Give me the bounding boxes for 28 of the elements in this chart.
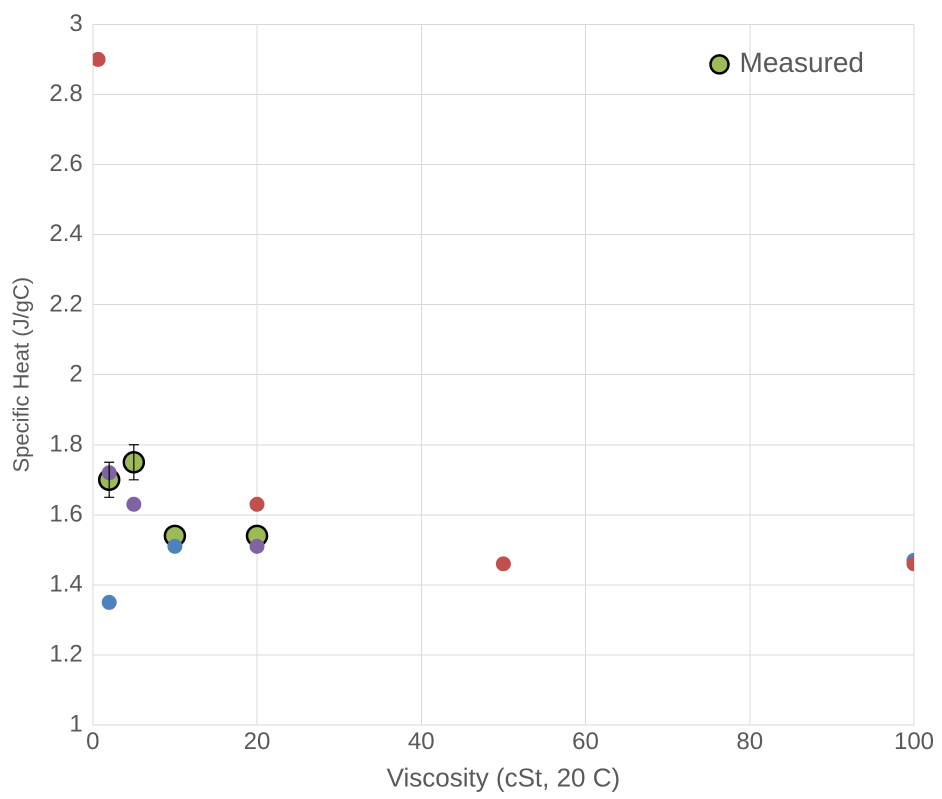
x-tick-label: 0 (86, 728, 100, 756)
y-tick-label: 1.8 (49, 430, 83, 458)
y-tick-label: 2 (69, 360, 83, 388)
x-tick-label: 100 (894, 728, 934, 756)
y-tick-label: 1 (69, 710, 83, 738)
x-tick-label: 80 (736, 728, 764, 756)
point (92, 52, 106, 67)
legend-label: Measured (739, 47, 864, 78)
x-tick-label: 40 (408, 728, 435, 756)
point (496, 556, 511, 572)
point (167, 538, 182, 554)
y-tick-label: 2.8 (49, 80, 83, 108)
point (122, 451, 146, 474)
y-tick-label: 3 (69, 10, 83, 38)
y-tick-label: 2.4 (49, 220, 83, 248)
y-tick-label: 2.2 (49, 290, 83, 318)
point (126, 496, 142, 512)
y-tick-label: 1.4 (49, 570, 83, 598)
point (250, 496, 265, 512)
y-tick-label: 2.6 (49, 150, 83, 178)
y-tick-label: 1.6 (49, 500, 83, 528)
x-axis-title: Viscosity (cSt, 20 C) (386, 762, 620, 793)
point (102, 594, 117, 610)
point (250, 538, 265, 554)
y-axis-title: Specific Heat (J/gC) (8, 276, 34, 473)
x-tick-label: 60 (572, 728, 599, 756)
x-tick-label: 20 (244, 728, 270, 756)
y-tick-label: 1.2 (49, 640, 83, 668)
